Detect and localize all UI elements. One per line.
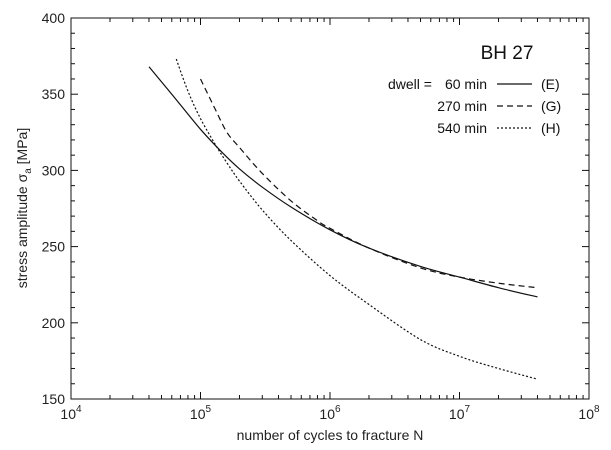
y-tick-label: 150 [42, 391, 66, 407]
legend-prefix: dwell = [388, 76, 432, 92]
x-tick-exponent: 8 [594, 404, 600, 415]
y-axis-ticks: 150 200 250 300 350 400 [42, 10, 589, 407]
x-tick-exponent: 6 [335, 404, 341, 415]
x-tick-base: 10 [449, 406, 465, 422]
y-axis-label-symbol: σ [14, 173, 30, 182]
x-tick-exponent: 7 [465, 404, 471, 415]
chart-title: BH 27 [481, 43, 534, 64]
x-tick-base: 10 [190, 406, 206, 422]
x-axis-label: number of cycles to fracture N [237, 427, 424, 443]
x-tick-label: 108 [578, 404, 600, 422]
y-tick-label: 400 [42, 10, 66, 26]
legend-name-3: 540 min [437, 120, 487, 136]
y-tick-label: 350 [42, 86, 66, 102]
series-group [148, 58, 538, 380]
y-axis-label-subscript: a [23, 168, 34, 174]
x-tick-label: 106 [319, 404, 341, 422]
legend-code-2: (G) [541, 98, 561, 114]
y-tick-label: 250 [42, 239, 66, 255]
y-axis-label-unit: [MPa] [14, 128, 30, 168]
series-line-2 [199, 78, 538, 289]
legend: dwell = 60 min (E) 270 min (G) 540 min (H) [388, 76, 561, 136]
x-tick-base: 10 [578, 406, 594, 422]
x-tick-label: 104 [60, 404, 82, 422]
y-axis-label-main: stress amplitude [14, 182, 30, 288]
legend-code-1: (E) [541, 76, 560, 92]
legend-name-1: 60 min [445, 76, 487, 92]
plot-frame [70, 17, 590, 400]
x-tick-label: 105 [190, 404, 212, 422]
legend-entries: 60 min (E) 270 min (G) 540 min (H) [437, 76, 561, 136]
y-tick-label: 300 [42, 162, 66, 178]
x-tick-exponent: 5 [206, 404, 212, 415]
legend-name-2: 270 min [437, 98, 487, 114]
x-tick-label: 107 [449, 404, 471, 422]
x-tick-exponent: 4 [76, 404, 82, 415]
x-axis-ticks: 104 105 106 107 108 [60, 18, 600, 422]
x-tick-base: 10 [60, 406, 76, 422]
x-tick-base: 10 [319, 406, 335, 422]
y-tick-label: 200 [42, 315, 66, 331]
legend-code-3: (H) [541, 120, 560, 136]
y-axis-label: stress amplitude σa [MPa] [14, 128, 34, 289]
